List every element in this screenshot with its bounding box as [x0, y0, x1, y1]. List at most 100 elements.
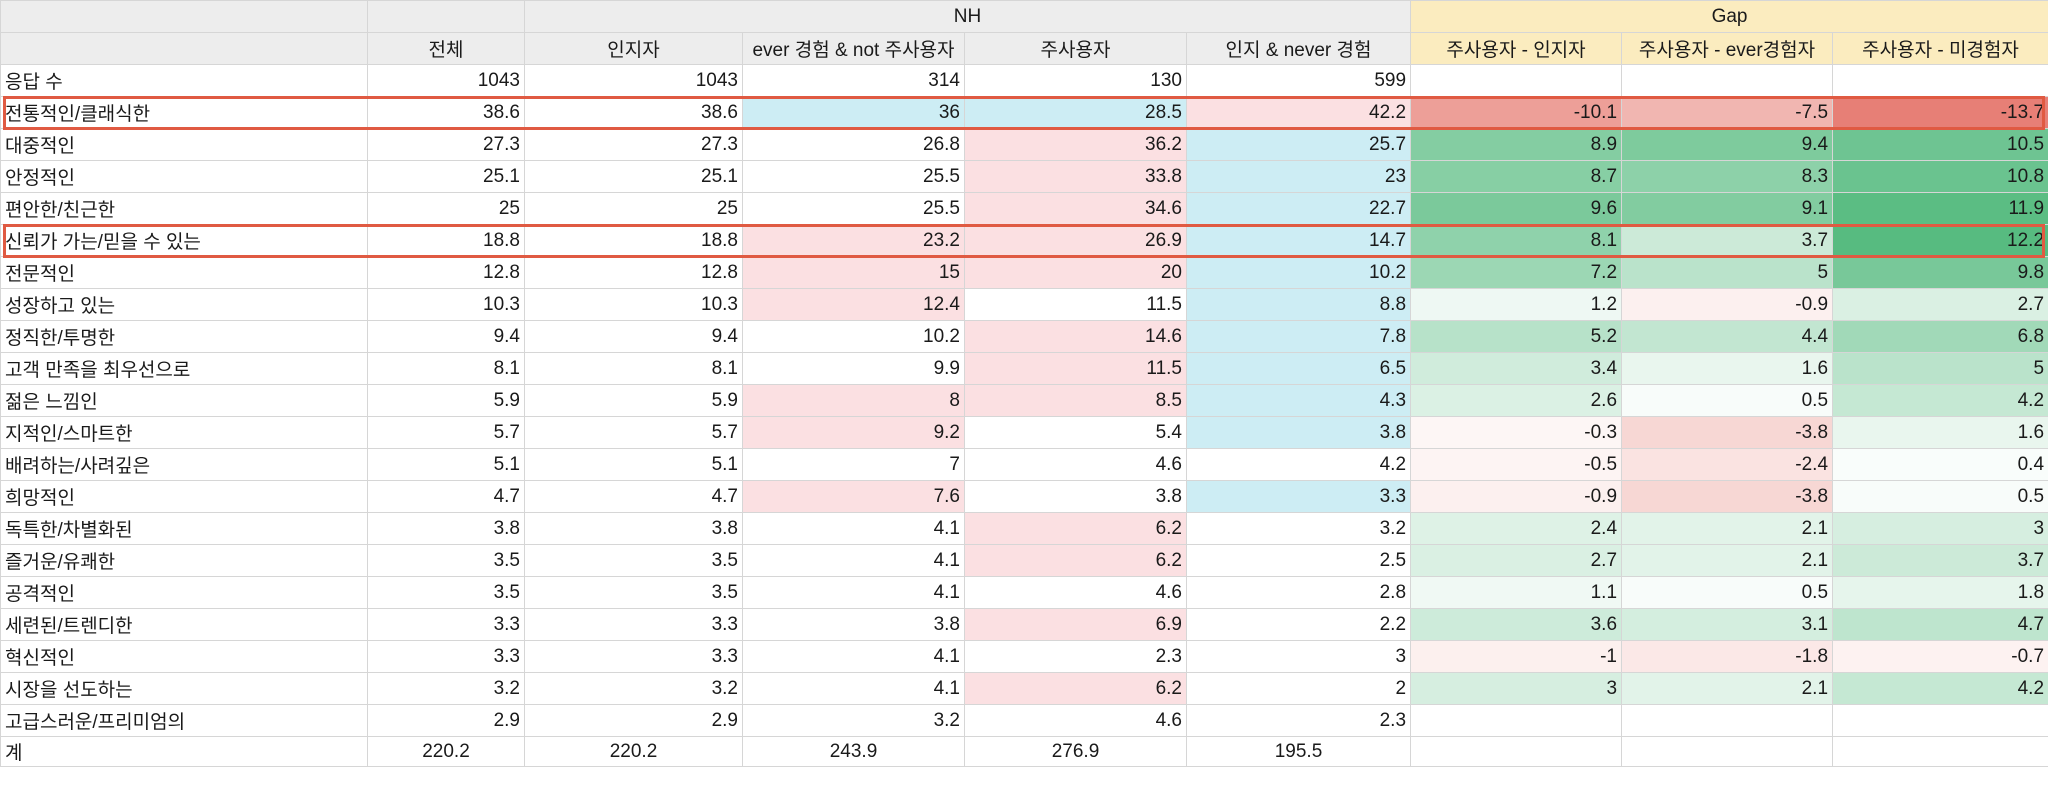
- table-cell: 6.2: [964, 512, 1187, 545]
- table-cell: 9.8: [1832, 256, 2048, 289]
- table-cell: 3.8: [964, 480, 1187, 513]
- table-cell: 9.6: [1410, 192, 1623, 225]
- table-cell: 1.1: [1410, 576, 1623, 609]
- table-cell: [1832, 64, 2048, 97]
- row-label: 배려하는/사려깊은: [0, 448, 368, 481]
- row-label: 계: [0, 736, 368, 767]
- row-label: 즐거운/유쾌한: [0, 544, 368, 577]
- table-cell: 4.6: [964, 704, 1187, 737]
- table-cell: 5.1: [367, 448, 525, 481]
- table-cell: 8.3: [1621, 160, 1834, 193]
- table-cell: 12.4: [742, 288, 965, 321]
- table-cell: [1410, 704, 1623, 737]
- table-cell: 23.2: [742, 224, 965, 257]
- table-cell: 10.3: [367, 288, 525, 321]
- table-cell: 3.5: [367, 544, 525, 577]
- row-label: 지적인/스마트한: [0, 416, 368, 449]
- table-cell: 26.9: [964, 224, 1187, 257]
- table-cell: -0.3: [1410, 416, 1623, 449]
- table-cell: 25.5: [742, 192, 965, 225]
- table-cell: 27.3: [367, 128, 525, 161]
- table-cell: 7: [742, 448, 965, 481]
- table-cell: 2.7: [1832, 288, 2048, 321]
- table-cell: 4.7: [524, 480, 743, 513]
- table-cell: 14.6: [964, 320, 1187, 353]
- table-cell: 3.5: [524, 576, 743, 609]
- table-row: 대중적인 27.3 27.3 26.8 36.2 25.7 8.9 9.4 10.5: [0, 128, 2048, 161]
- table-cell: 6.9: [964, 608, 1187, 641]
- table-row: 고객 만족을 최우선으로 8.1 8.1 9.9 11.5 6.5 3.4 1.6 5: [0, 352, 2048, 385]
- table-cell: 27.3: [524, 128, 743, 161]
- table-cell: 9.4: [367, 320, 525, 353]
- table-cell: 18.8: [524, 224, 743, 257]
- header-group-nh: NH: [523, 0, 1412, 33]
- table-cell: 4.2: [1832, 672, 2048, 705]
- table-row: 배려하는/사려깊은 5.1 5.1 7 4.6 4.2 -0.5 -2.4 0.4: [0, 448, 2048, 481]
- table-cell: 314: [742, 64, 965, 97]
- table-row: 독특한/차별화된 3.8 3.8 4.1 6.2 3.2 2.4 2.1 3: [0, 512, 2048, 545]
- table-cell: 220.2: [524, 736, 743, 767]
- table-cell: 4.4: [1621, 320, 1834, 353]
- table-cell: 38.6: [367, 96, 525, 129]
- table-cell: -2.4: [1621, 448, 1834, 481]
- table-cell: 8.8: [1185, 288, 1412, 321]
- table-cell: -13.7: [1832, 96, 2048, 129]
- table-cell: 0.4: [1832, 448, 2048, 481]
- table-cell: 1.2: [1410, 288, 1623, 321]
- table-cell: 3.7: [1621, 224, 1834, 257]
- table-row: 안정적인 25.1 25.1 25.5 33.8 23 8.7 8.3 10.8: [0, 160, 2048, 193]
- table-cell: 22.7: [1185, 192, 1412, 225]
- column-header: 인지자: [524, 32, 743, 65]
- response-count-row: 응답 수 1043 1043 314 130 599: [0, 64, 2048, 97]
- table-cell: 25.1: [524, 160, 743, 193]
- table-cell: 20: [964, 256, 1187, 289]
- table-cell: -10.1: [1410, 96, 1623, 129]
- table-cell: 2.6: [1410, 384, 1623, 417]
- table-cell: 3.3: [367, 640, 525, 673]
- table-cell: -0.9: [1410, 480, 1623, 513]
- table-cell: -7.5: [1621, 96, 1834, 129]
- table-cell: 8.9: [1410, 128, 1623, 161]
- table-cell: 3.4: [1410, 352, 1623, 385]
- column-header: 주사용자: [964, 32, 1187, 65]
- table-cell: 25.5: [742, 160, 965, 193]
- table-cell: 3.1: [1621, 608, 1834, 641]
- table-cell: 2.1: [1621, 672, 1834, 705]
- table-cell: 2.4: [1410, 512, 1623, 545]
- table-row: 시장을 선도하는 3.2 3.2 4.1 6.2 2 3 2.1 4.2: [0, 672, 2048, 705]
- table-cell: 4.3: [1185, 384, 1412, 417]
- row-label: 정직한/투명한: [0, 320, 368, 353]
- table-row: 공격적인 3.5 3.5 4.1 4.6 2.8 1.1 0.5 1.8: [0, 576, 2048, 609]
- table-cell: 6.2: [964, 544, 1187, 577]
- table-cell: 3.5: [524, 544, 743, 577]
- table-cell: 2.1: [1621, 544, 1834, 577]
- table-cell: 4.1: [742, 672, 965, 705]
- table-cell: 10.2: [1185, 256, 1412, 289]
- table-cell: 11.5: [964, 288, 1187, 321]
- table-cell: 2.9: [524, 704, 743, 737]
- row-label: 희망적인: [0, 480, 368, 513]
- row-label: 공격적인: [0, 576, 368, 609]
- table-cell: -1.8: [1621, 640, 1834, 673]
- table-cell: 3.2: [742, 704, 965, 737]
- table-cell: 5.9: [367, 384, 525, 417]
- row-label: 신뢰가 가는/믿을 수 있는: [0, 224, 368, 257]
- table-cell: 25: [367, 192, 525, 225]
- table-cell: 15: [742, 256, 965, 289]
- header-cell-label: [0, 32, 368, 65]
- table-cell: 5.1: [524, 448, 743, 481]
- header-group-row: NH Gap: [0, 0, 2048, 33]
- table-cell: 25.7: [1185, 128, 1412, 161]
- table-cell: 10.8: [1832, 160, 2048, 193]
- table-cell: -3.8: [1621, 416, 1834, 449]
- table-cell: 11.9: [1832, 192, 2048, 225]
- table-cell: 12.8: [367, 256, 525, 289]
- table-cell: 9.4: [1621, 128, 1834, 161]
- table-row: 성장하고 있는 10.3 10.3 12.4 11.5 8.8 1.2 -0.9 2.7: [0, 288, 2048, 321]
- table-cell: 8.5: [964, 384, 1187, 417]
- table-cell: 3.2: [1185, 512, 1412, 545]
- table-cell: -3.8: [1621, 480, 1834, 513]
- data-table: NH Gap 전체 인지자 ever 경험 & not 주사용자 주사용자 인지…: [0, 0, 2048, 767]
- table-cell: -0.5: [1410, 448, 1623, 481]
- table-cell: 7.8: [1185, 320, 1412, 353]
